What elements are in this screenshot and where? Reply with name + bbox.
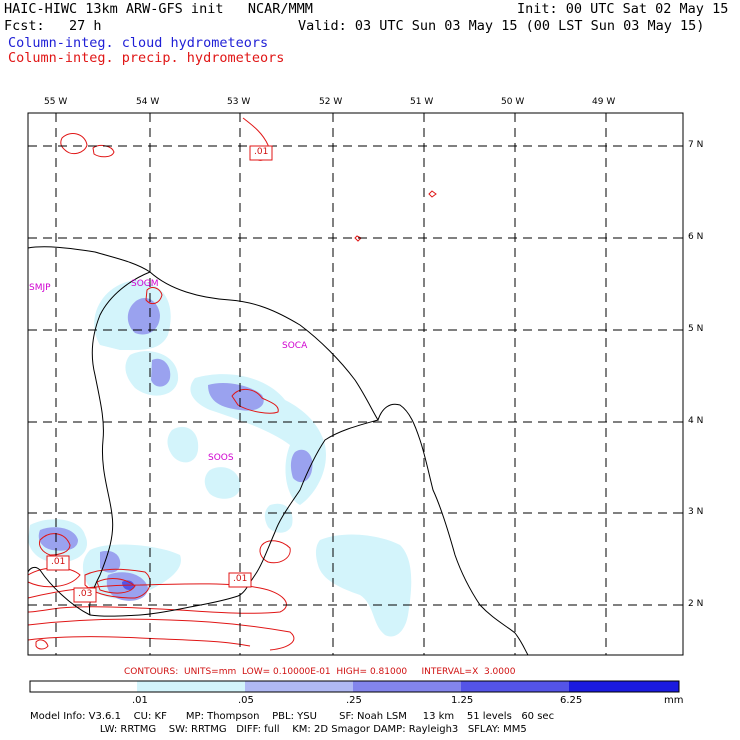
lon-label-52w: 52 W [319, 97, 343, 107]
legend-precip: Column-integ. precip. hydrometeors [8, 50, 285, 66]
lon-label-51w: 51 W [410, 97, 434, 107]
scale-label-625: 6.25 [560, 695, 583, 706]
scale-label-125: 1.25 [451, 695, 474, 706]
model-info-line2: LW: RRTMG SW: RRTMG DIFF: full KM: 2D Sm… [30, 724, 527, 735]
coastline [27, 246, 529, 656]
lat-label-7n: 7 N [688, 140, 704, 150]
station-sogm: SOGM [131, 279, 159, 289]
station-soca: SOCA [282, 341, 308, 351]
forecast-hour: Fcst: 27 h [4, 18, 102, 34]
precip-contours [27, 117, 437, 651]
init-time: Init: 00 UTC Sat 02 May 15 [517, 1, 729, 17]
lon-label-50w: 50 W [501, 97, 525, 107]
lat-label-2n: 2 N [688, 599, 704, 609]
color-scale [29, 680, 680, 693]
lat-label-6n: 6 N [688, 232, 704, 242]
contours-info: CONTOURS: UNITS=mm LOW= 0.10000E-01 HIGH… [124, 667, 516, 677]
scale-units: mm [664, 695, 684, 706]
frame-ticks [55, 113, 683, 606]
contour-label-boxes [46, 145, 273, 603]
scale-label-001: .01 [132, 695, 148, 706]
lat-label-3n: 3 N [688, 507, 704, 517]
map-frame [27, 112, 684, 656]
lat-label-4n: 4 N [688, 416, 704, 426]
lon-label-53w: 53 W [227, 97, 251, 107]
station-smjp: SMJP [29, 283, 51, 293]
product-title: HAIC-HIWC 13km ARW-GFS init NCAR/MMM [4, 1, 313, 17]
lon-label-49w: 49 W [592, 97, 616, 107]
lat-lon-grid [28, 113, 683, 655]
cloud-shading-medium [38, 297, 313, 601]
scale-label-005: .05 [238, 695, 254, 706]
lon-label-55w: 55 W [44, 97, 68, 107]
model-info-line1: Model Info: V3.6.1 CU: KF MP: Thompson P… [30, 711, 555, 722]
station-soos: SOOS [208, 453, 234, 463]
lat-label-5n: 5 N [688, 324, 704, 334]
contour-label-west: .01 [51, 557, 66, 567]
contour-label-southwest: .03 [78, 589, 93, 599]
scale-label-025: .25 [346, 695, 362, 706]
lon-label-54w: 54 W [136, 97, 160, 107]
legend-cloud: Column-integ. cloud hydrometeors [8, 35, 269, 51]
valid-time: Valid: 03 UTC Sun 03 May 15 (00 LST Sun … [298, 18, 705, 34]
contour-label-south: .01 [233, 574, 248, 584]
contour-label-north: .01 [254, 147, 269, 157]
